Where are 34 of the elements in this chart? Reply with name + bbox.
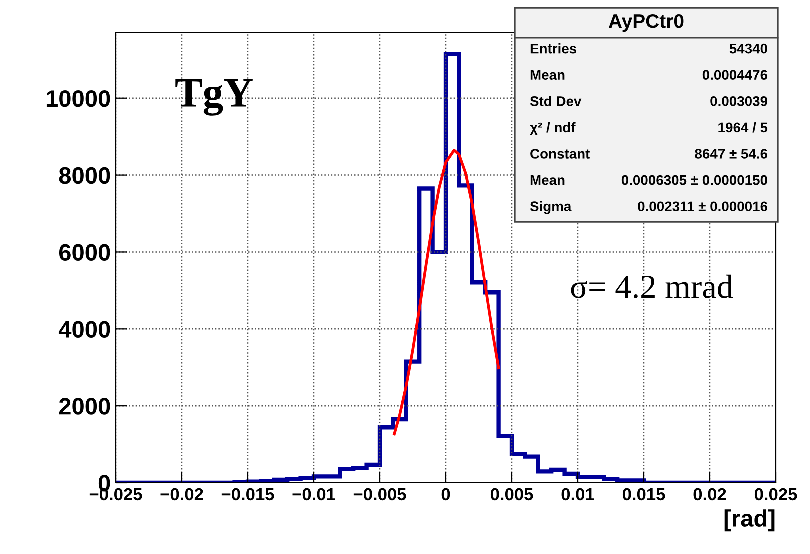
- annotation: Constant: [530, 149, 590, 159]
- annotation: 8647 ± 54.6: [695, 149, 768, 159]
- y-tick-label: 10000: [46, 90, 110, 108]
- x-tick-label: 0.015: [622, 488, 666, 501]
- x-tick-label: −0.01: [292, 488, 336, 501]
- annotation: TgY: [176, 79, 253, 116]
- x-axis-title: [rad]: [724, 510, 775, 532]
- annotation: Mean: [530, 70, 565, 80]
- y-tick-label: 8000: [59, 167, 110, 184]
- annotation: χ² / ndf: [530, 122, 576, 136]
- annotation: 0.0004476: [702, 70, 768, 80]
- annotation: Std Dev: [530, 96, 582, 106]
- annotation: 0.002311 ± 0.000016: [638, 202, 768, 212]
- x-tick-label: −0.015: [222, 488, 274, 501]
- annotation: Sigma: [530, 201, 572, 214]
- x-tick-label: −0.02: [160, 488, 204, 501]
- annotation: 0.003039: [710, 96, 768, 106]
- text: AyPCtr0: [608, 14, 684, 32]
- y-tick-label: 6000: [59, 244, 110, 262]
- x-tick-label: 0.02: [694, 488, 726, 501]
- annotation: 0.0006305 ± 0.0000150: [622, 175, 768, 186]
- x-tick-label: 0.01: [562, 488, 594, 501]
- y-tick-label: 2000: [59, 398, 110, 415]
- y-tick-label: 4000: [58, 321, 110, 338]
- x-tick-label: −0.005: [354, 488, 406, 501]
- line-series: [393, 149, 500, 436]
- annotation: σ= 4.2 mrad: [571, 274, 734, 298]
- x-tick-label: 0: [442, 488, 450, 501]
- annotation: Mean: [530, 176, 565, 186]
- x-tick-label: 0.005: [490, 488, 534, 501]
- x-tick-label: 0.025: [754, 488, 798, 501]
- annotation: 1964 / 5: [718, 122, 768, 133]
- annotation: Entries: [530, 44, 577, 54]
- annotation: 54340: [730, 44, 768, 54]
